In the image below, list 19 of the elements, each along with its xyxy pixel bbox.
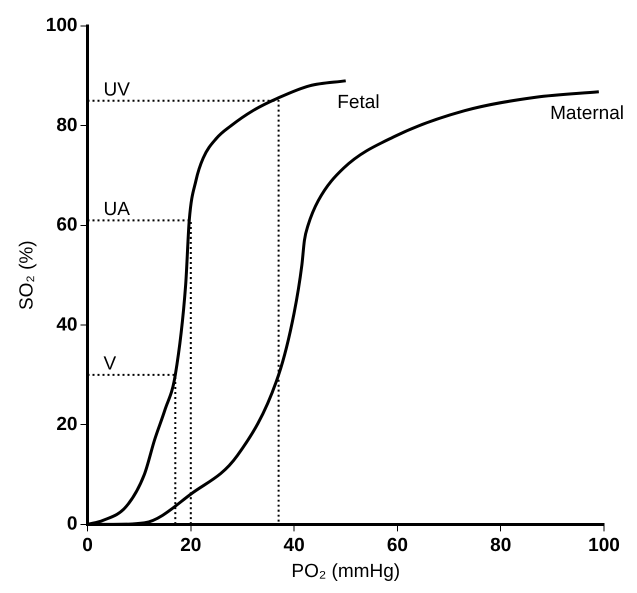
x-tick-label: 80 <box>490 535 512 556</box>
annotation: UV <box>104 79 130 100</box>
y-tick-label: 60 <box>56 214 78 236</box>
annotation: V <box>104 354 116 375</box>
y-tick-label: 80 <box>56 114 78 136</box>
x-tick-label: 40 <box>284 535 305 556</box>
x-tick-label: 100 <box>588 535 620 556</box>
x-tick-label: 0 <box>82 535 93 556</box>
y-tick-label: 20 <box>56 414 78 435</box>
annotation: UA <box>104 199 130 220</box>
x-tick-label: 20 <box>180 535 202 556</box>
y-tick-label: 40 <box>56 314 78 336</box>
series-label: Maternal <box>550 103 624 124</box>
x-axis-title: PO₂ (mmHg) <box>291 560 400 582</box>
y-axis-title: SO₂ (%) <box>16 240 38 310</box>
y-tick-label: 0 <box>66 514 78 535</box>
x-tick-label: 60 <box>386 535 408 556</box>
series-label: Fetal <box>337 92 380 114</box>
y-tick-label: 100 <box>46 15 78 36</box>
